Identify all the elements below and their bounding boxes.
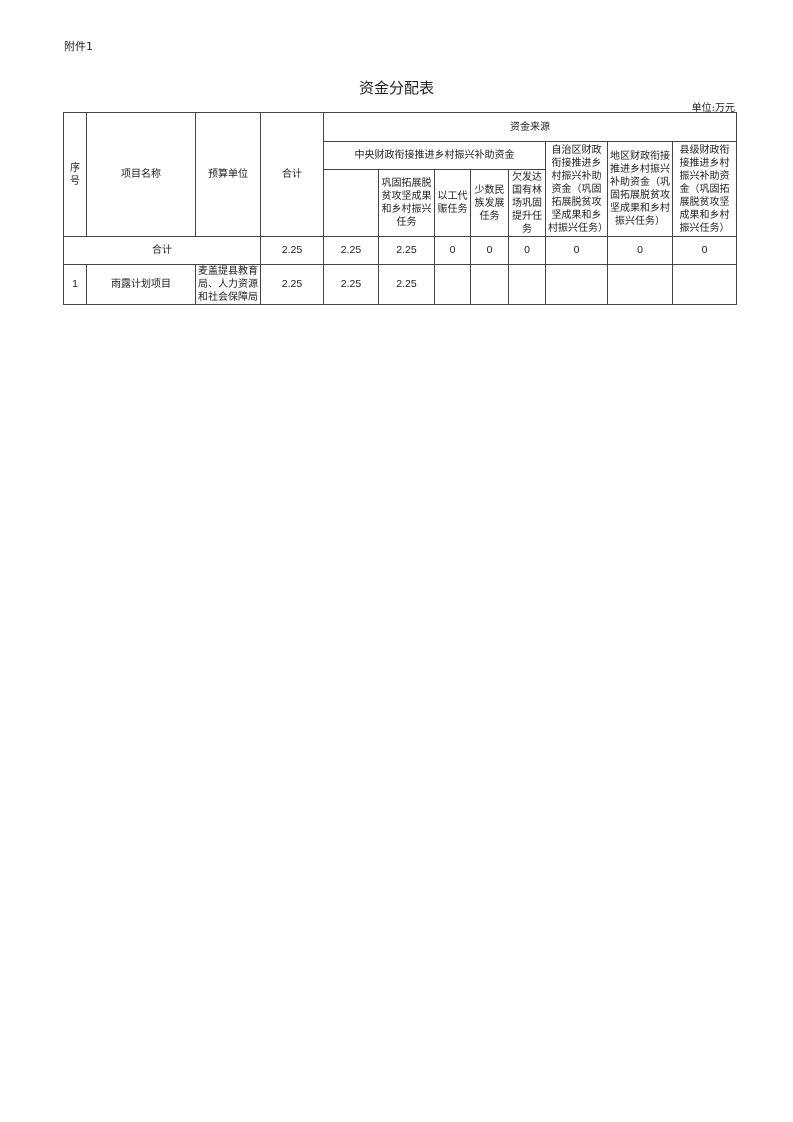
header-central-sub2: 以工代赈任务 xyxy=(434,169,471,237)
header-seq: 序号 xyxy=(63,112,87,237)
header-county: 县级财政衔接推进乡村振兴补助资金（巩固拓展脱贫攻坚成果和乡村振兴任务） xyxy=(672,141,737,237)
header-prefecture: 地区财政衔接推进乡村振兴补助资金（巩固拓展脱贫攻坚成果和乡村振兴任务） xyxy=(607,141,673,237)
cell-seq: 1 xyxy=(63,264,87,305)
total-label: 合计 xyxy=(63,236,261,265)
header-project-name: 项目名称 xyxy=(86,112,196,237)
cell-c3 xyxy=(470,264,509,305)
header-total: 合计 xyxy=(260,112,324,237)
cell-total: 2.25 xyxy=(260,264,324,305)
cell-prefecture xyxy=(607,264,673,305)
cell-region: 0 xyxy=(545,236,608,265)
header-central-sub4: 欠发达国有林场巩固提升任务 xyxy=(508,169,546,237)
header-central-sub1: 巩固拓展脱贫攻坚成果和乡村振兴任务 xyxy=(378,169,435,237)
header-central-sub3: 少数民族发展任务 xyxy=(470,169,509,237)
cell-county xyxy=(672,264,737,305)
attachment-label: 附件1 xyxy=(64,40,93,53)
cell-c2: 0 xyxy=(434,236,471,265)
cell-central: 2.25 xyxy=(323,264,379,305)
table-row: 1 雨露计划项目 麦盖提县教育局、人力资源和社会保障局 2.25 2.25 2.… xyxy=(63,264,737,305)
cell-c4 xyxy=(508,264,546,305)
header-central-total xyxy=(323,169,379,237)
cell-budget-unit: 麦盖提县教育局、人力资源和社会保障局 xyxy=(195,264,261,305)
fund-allocation-table: 序号 项目名称 预算单位 合计 资金来源 中央财政衔接推进乡村振兴补助资金 自治… xyxy=(63,112,737,305)
cell-central: 2.25 xyxy=(323,236,379,265)
total-row: 合计 2.25 2.25 2.25 0 0 0 0 0 0 xyxy=(63,236,737,265)
cell-c4: 0 xyxy=(508,236,546,265)
cell-project-name: 雨露计划项目 xyxy=(86,264,196,305)
cell-c3: 0 xyxy=(470,236,509,265)
header-fund-source: 资金来源 xyxy=(323,112,737,142)
cell-prefecture: 0 xyxy=(607,236,673,265)
cell-county: 0 xyxy=(672,236,737,265)
cell-total: 2.25 xyxy=(260,236,324,265)
page-title: 资金分配表 xyxy=(358,79,434,97)
cell-c2 xyxy=(434,264,471,305)
cell-c1: 2.25 xyxy=(378,236,435,265)
header-budget-unit: 预算单位 xyxy=(195,112,261,237)
unit-label: 单位:万元 xyxy=(691,103,735,114)
cell-c1: 2.25 xyxy=(378,264,435,305)
header-region: 自治区财政衔接推进乡村振兴补助资金（巩固拓展脱贫攻坚成果和乡村振兴任务） xyxy=(545,141,608,237)
cell-region xyxy=(545,264,608,305)
header-central: 中央财政衔接推进乡村振兴补助资金 xyxy=(323,141,546,170)
